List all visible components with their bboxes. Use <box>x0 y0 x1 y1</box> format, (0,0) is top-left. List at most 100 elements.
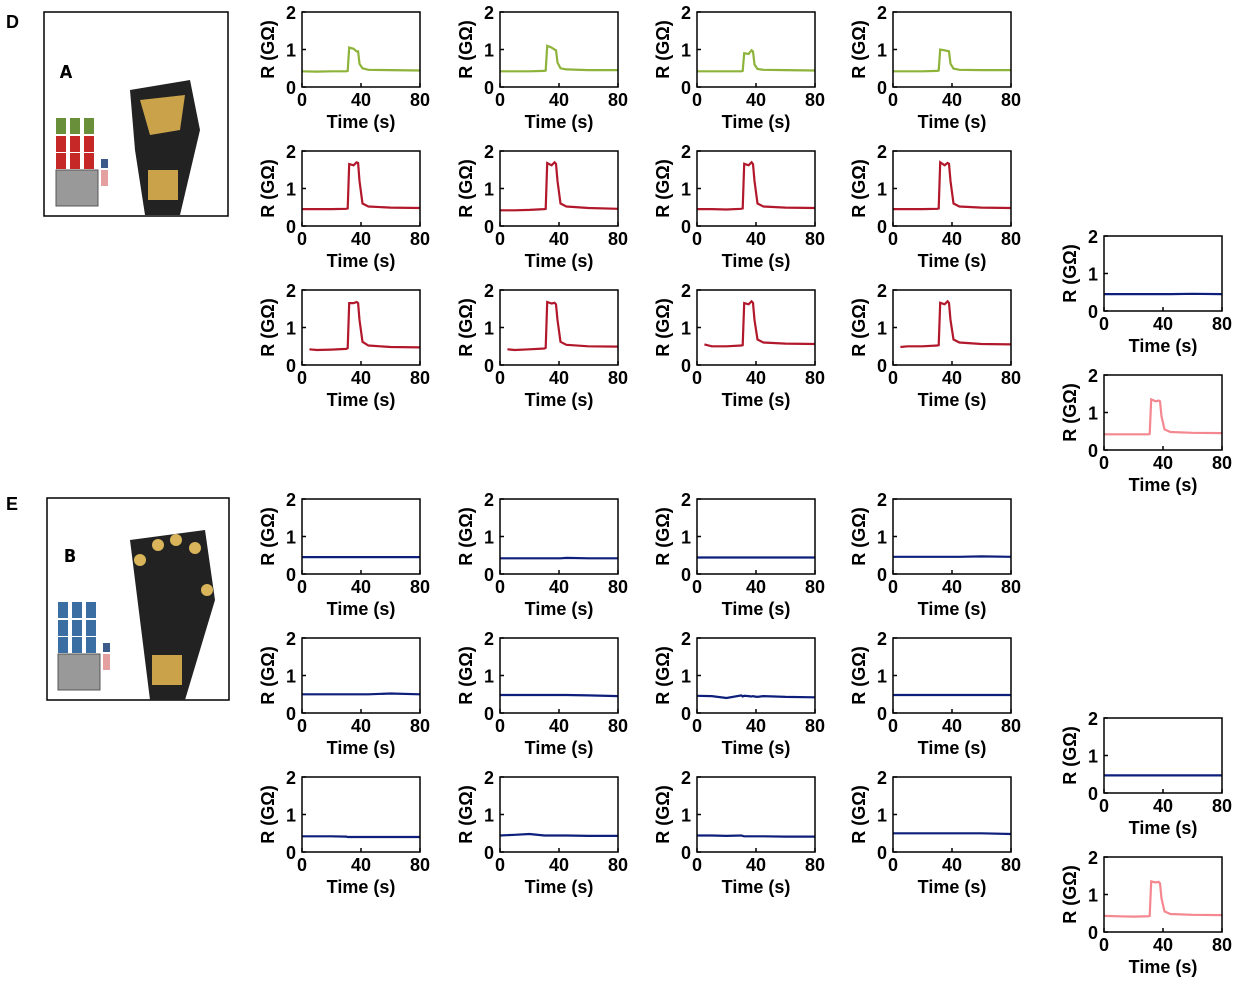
y-axis-label: R (GΩ) <box>849 159 869 217</box>
y-tick-label: 0 <box>484 704 494 724</box>
y-tick-label: 2 <box>877 3 887 23</box>
plot-frame <box>893 638 1011 713</box>
x-axis-label: Time (s) <box>918 877 987 897</box>
plot-frame <box>1104 718 1222 793</box>
x-tick-label: 80 <box>805 368 825 388</box>
y-tick-label: 2 <box>681 281 691 301</box>
x-axis-label: Time (s) <box>918 599 987 619</box>
y-axis-label: R (GΩ) <box>456 507 476 565</box>
x-tick-label: 40 <box>746 368 766 388</box>
x-tick-label: 0 <box>888 855 898 875</box>
y-tick-label: 2 <box>484 490 494 510</box>
x-tick-label: 80 <box>1212 314 1232 334</box>
y-tick-label: 2 <box>877 142 887 162</box>
x-tick-label: 40 <box>942 716 962 736</box>
x-tick-label: 80 <box>805 90 825 110</box>
x-axis-label: Time (s) <box>722 390 791 410</box>
x-axis-label: Time (s) <box>525 877 594 897</box>
x-tick-label: 40 <box>746 716 766 736</box>
x-tick-label: 40 <box>549 368 569 388</box>
x-axis-label: Time (s) <box>1129 336 1198 356</box>
x-axis-label: Time (s) <box>525 599 594 619</box>
x-tick-label: 80 <box>608 716 628 736</box>
y-tick-label: 0 <box>877 843 887 863</box>
y-tick-label: 0 <box>1088 441 1098 461</box>
plot-frame <box>1104 857 1222 932</box>
x-tick-label: 80 <box>1212 935 1232 955</box>
y-tick-label: 1 <box>1088 404 1098 424</box>
y-tick-label: 2 <box>877 281 887 301</box>
x-tick-label: 0 <box>692 229 702 249</box>
y-axis-label: R (GΩ) <box>849 298 869 356</box>
plot-frame <box>1104 375 1222 450</box>
data-line <box>302 48 420 72</box>
y-tick-label: 2 <box>484 3 494 23</box>
x-axis-label: Time (s) <box>525 738 594 758</box>
x-tick-label: 40 <box>1153 796 1173 816</box>
data-line <box>507 302 618 350</box>
data-line <box>302 694 420 695</box>
y-tick-label: 1 <box>484 806 494 826</box>
y-tick-label: 2 <box>1088 709 1098 729</box>
y-axis-label: R (GΩ) <box>849 646 869 704</box>
x-tick-label: 80 <box>410 716 430 736</box>
x-axis-label: Time (s) <box>918 390 987 410</box>
y-axis-label: R (GΩ) <box>1060 865 1080 923</box>
plot-frame <box>302 499 420 574</box>
x-tick-label: 40 <box>1153 935 1173 955</box>
y-axis-label: R (GΩ) <box>456 298 476 356</box>
y-axis-label: R (GΩ) <box>849 507 869 565</box>
x-tick-label: 80 <box>805 229 825 249</box>
y-tick-label: 1 <box>877 319 887 339</box>
y-tick-label: 0 <box>286 78 296 98</box>
x-tick-label: 40 <box>746 229 766 249</box>
y-tick-label: 0 <box>286 843 296 863</box>
x-tick-label: 0 <box>888 368 898 388</box>
x-axis-label: Time (s) <box>722 112 791 132</box>
y-tick-label: 0 <box>484 565 494 585</box>
x-tick-label: 40 <box>549 577 569 597</box>
x-tick-label: 80 <box>410 90 430 110</box>
x-tick-label: 80 <box>1001 229 1021 249</box>
x-tick-label: 0 <box>888 90 898 110</box>
data-line <box>893 50 1011 72</box>
y-axis-label: R (GΩ) <box>456 159 476 217</box>
y-tick-label: 0 <box>1088 784 1098 804</box>
y-tick-label: 1 <box>681 806 691 826</box>
x-tick-label: 0 <box>297 577 307 597</box>
y-tick-label: 2 <box>286 629 296 649</box>
x-tick-label: 40 <box>351 90 371 110</box>
y-tick-label: 2 <box>877 629 887 649</box>
y-tick-label: 0 <box>681 565 691 585</box>
y-tick-label: 1 <box>286 667 296 687</box>
data-line <box>500 162 618 210</box>
x-tick-label: 0 <box>692 90 702 110</box>
y-tick-label: 0 <box>681 78 691 98</box>
plot-frame <box>697 777 815 852</box>
x-tick-label: 0 <box>1099 796 1109 816</box>
y-tick-label: 1 <box>877 180 887 200</box>
x-tick-label: 80 <box>608 229 628 249</box>
plot-frame <box>500 499 618 574</box>
x-axis-label: Time (s) <box>918 112 987 132</box>
data-line <box>697 695 815 698</box>
photo-letter: B <box>64 546 76 567</box>
y-tick-label: 1 <box>877 806 887 826</box>
data-line <box>500 46 618 72</box>
y-tick-label: 0 <box>484 217 494 237</box>
figure: A B D E 04080012Time (s)R (GΩ)04080012Ti… <box>0 0 1242 982</box>
plot-frame <box>302 638 420 713</box>
x-tick-label: 80 <box>1212 796 1232 816</box>
x-tick-label: 0 <box>495 855 505 875</box>
plot-frame <box>893 777 1011 852</box>
y-tick-label: 2 <box>286 490 296 510</box>
data-line <box>302 162 420 209</box>
x-tick-label: 80 <box>1001 368 1021 388</box>
x-tick-label: 80 <box>805 577 825 597</box>
x-tick-label: 0 <box>692 716 702 736</box>
y-axis-label: R (GΩ) <box>456 646 476 704</box>
y-tick-label: 0 <box>484 356 494 376</box>
y-tick-label: 1 <box>877 528 887 548</box>
x-axis-label: Time (s) <box>327 251 396 271</box>
x-tick-label: 80 <box>410 368 430 388</box>
